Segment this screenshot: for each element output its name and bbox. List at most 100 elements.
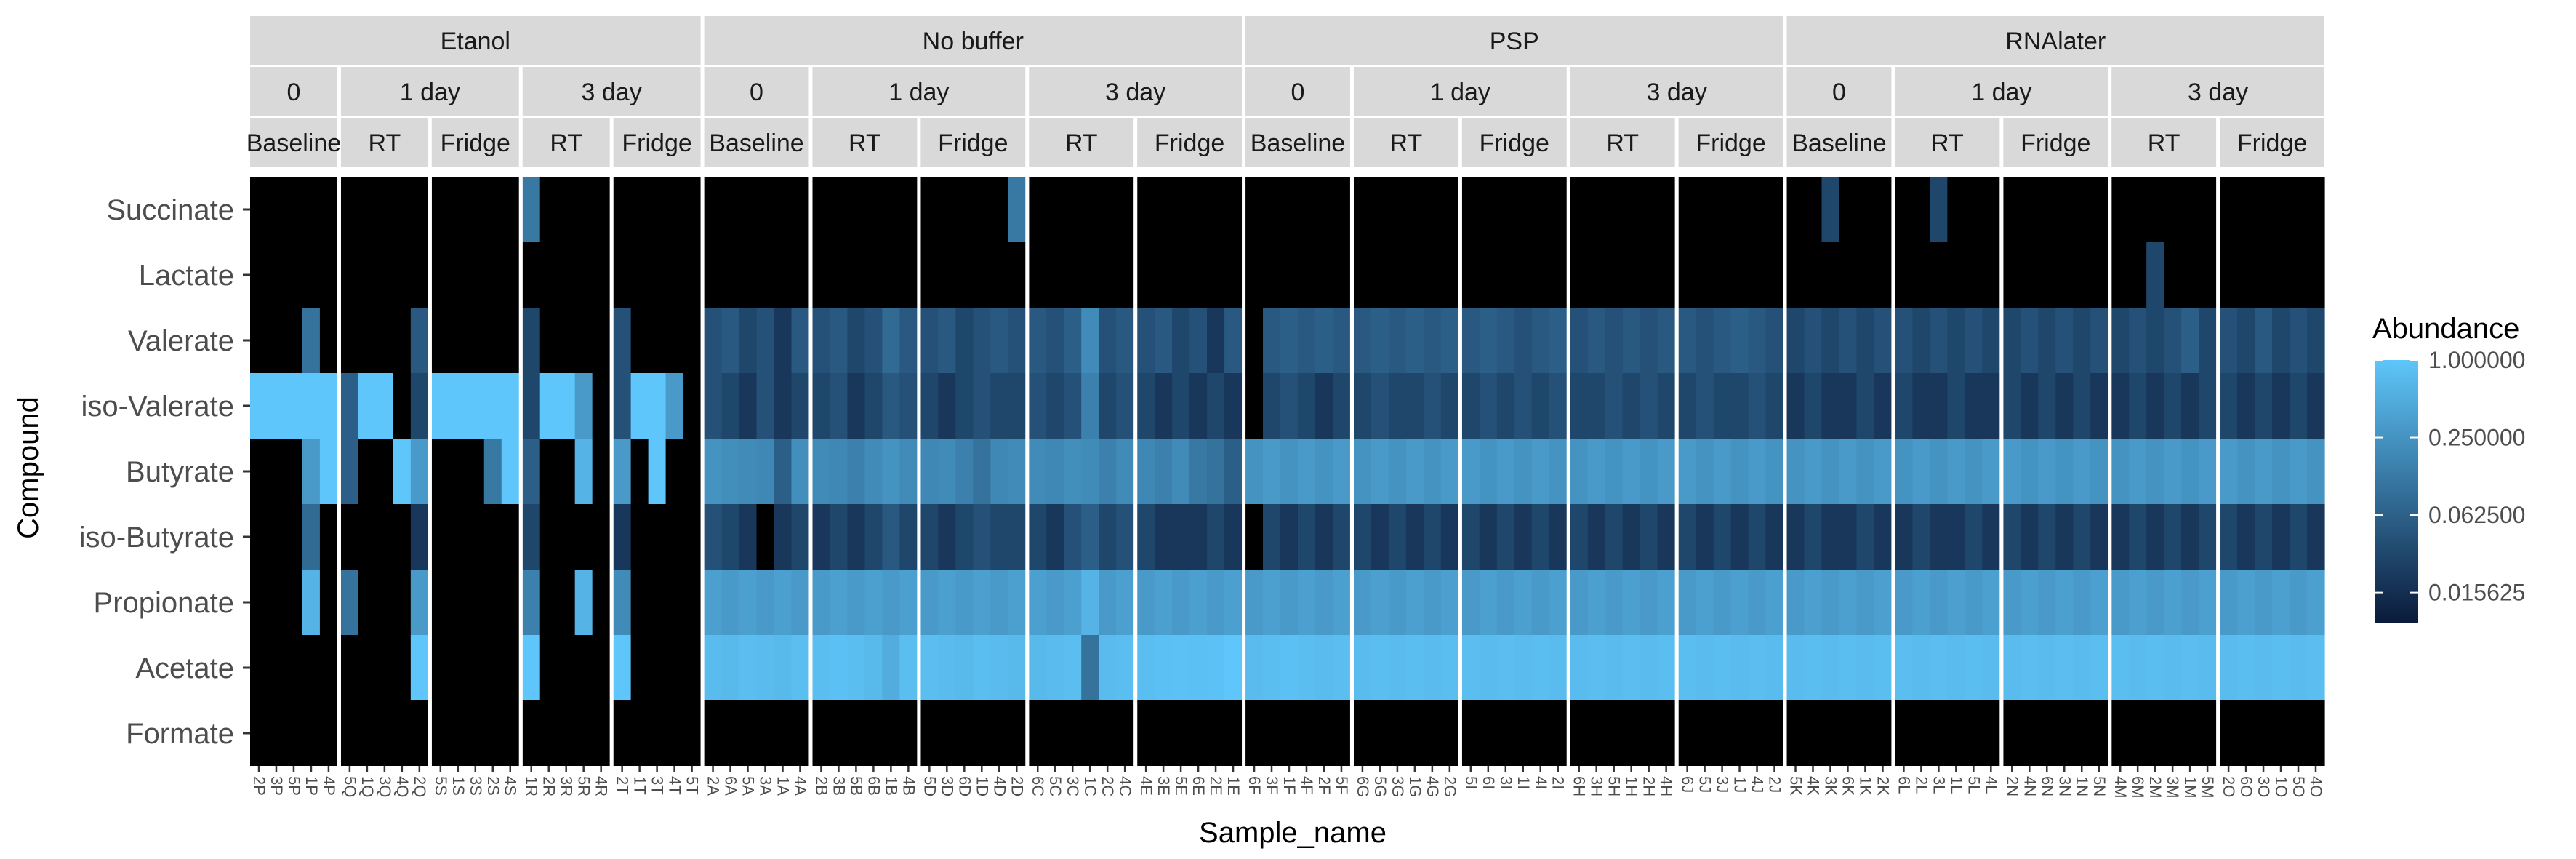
- heat-cell: [2038, 308, 2056, 373]
- heat-cell: [2038, 635, 2056, 700]
- heat-cell: [1856, 635, 1875, 700]
- heat-cell: [1423, 504, 1442, 570]
- heat-cell: [1912, 570, 1930, 635]
- heat-cell: [393, 177, 412, 242]
- x-tick-label: 2C: [1099, 776, 1117, 796]
- heat-cell: [1678, 570, 1697, 635]
- heat-cell: [1640, 570, 1658, 635]
- heat-cell: [2055, 308, 2074, 373]
- heat-cell: [2255, 700, 2273, 766]
- heat-cell: [358, 570, 377, 635]
- heat-cell: [1405, 242, 1424, 308]
- heat-cell: [899, 177, 918, 242]
- strip-buffer-label: PSP: [1490, 28, 1539, 55]
- heat-cell: [756, 177, 775, 242]
- heat-cell: [1605, 635, 1624, 700]
- panel-divider: [1025, 177, 1030, 766]
- heat-cell: [1461, 177, 1480, 242]
- panel-divider: [1891, 177, 1895, 766]
- facet-strips: Etanol No buffer PSP RNAlater 0 1 day 3 day 0 1 …: [246, 16, 2324, 167]
- heat-cell: [1405, 700, 1424, 766]
- heat-cell: [1064, 635, 1082, 700]
- heat-cell: [1748, 308, 1767, 373]
- heat-cell: [1678, 242, 1697, 308]
- heat-cell: [864, 570, 883, 635]
- heat-cell: [812, 439, 831, 504]
- heat-cell: [1224, 439, 1243, 504]
- heat-cell: [1245, 242, 1264, 308]
- facet-dividers: [337, 177, 2220, 766]
- x-tick-label: 4B: [899, 776, 918, 796]
- x-tick-label: 4S: [502, 776, 520, 796]
- x-tick-label: 5Q: [341, 776, 359, 797]
- x-tick-label: 3R: [558, 776, 576, 796]
- heat-cell: [522, 242, 541, 308]
- heat-cell: [2146, 308, 2164, 373]
- panel-divider: [1999, 177, 2004, 766]
- heat-cell: [1821, 373, 1840, 439]
- heat-cell: [1315, 242, 1333, 308]
- heat-cell: [1046, 570, 1064, 635]
- heat-cell: [739, 177, 758, 242]
- heat-cell: [1046, 308, 1064, 373]
- heat-cell: [2021, 635, 2039, 700]
- heat-cell: [1332, 242, 1351, 308]
- heat-cell: [1315, 635, 1333, 700]
- heat-cell: [1804, 570, 1823, 635]
- legend-break-label: 0.062500: [2428, 502, 2525, 528]
- heat-cell: [920, 635, 939, 700]
- strip-time-label: 1 day: [400, 79, 460, 106]
- heat-cell: [2129, 242, 2147, 308]
- x-tick-label: 3F: [1263, 776, 1281, 795]
- heat-cell: [1245, 177, 1264, 242]
- strip-time-label: 1 day: [1430, 79, 1490, 106]
- heat-cell: [791, 373, 810, 439]
- x-tick-label: 4J: [1749, 776, 1767, 793]
- heat-cell: [1748, 439, 1767, 504]
- heat-cell: [2307, 700, 2325, 766]
- heat-cell: [1874, 570, 1893, 635]
- x-tick-label: 1A: [774, 776, 793, 796]
- heat-cell: [1315, 700, 1333, 766]
- heat-cell: [2003, 373, 2021, 439]
- strip-time-6: [1245, 67, 1350, 116]
- strip-time-label: 0: [1291, 79, 1305, 106]
- heat-cell: [739, 570, 758, 635]
- heat-cell: [2146, 700, 2164, 766]
- heat-cell: [1189, 504, 1208, 570]
- heat-cell: [2307, 308, 2325, 373]
- heat-cell: [882, 308, 900, 373]
- heat-cell: [1172, 373, 1190, 439]
- heat-cell: [1099, 439, 1117, 504]
- heat-cell: [973, 504, 991, 570]
- heat-cell: [2181, 308, 2199, 373]
- x-tick-label: 6L: [1895, 776, 1913, 794]
- heat-cell: [2146, 570, 2164, 635]
- heat-cell: [665, 439, 684, 504]
- heat-cell: [1804, 308, 1823, 373]
- heat-cell: [1730, 504, 1749, 570]
- heat-cell: [1657, 504, 1676, 570]
- heat-cell: [557, 308, 576, 373]
- x-tick-label: 5K: [1787, 776, 1805, 796]
- panel-divider: [808, 177, 813, 766]
- heat-cell: [1804, 242, 1823, 308]
- heat-cell: [899, 308, 918, 373]
- heat-cell: [1605, 308, 1624, 373]
- heat-cell: [1496, 177, 1515, 242]
- heat-cell: [1029, 439, 1047, 504]
- strip-condition-2: [431, 118, 519, 167]
- heat-cell: [302, 308, 321, 373]
- heat-cell: [267, 373, 286, 439]
- heat-cell: [830, 177, 848, 242]
- strip-condition-label: RT: [848, 129, 881, 157]
- heat-cell: [483, 504, 502, 570]
- strip-buffer-1: [704, 16, 1243, 65]
- heat-cell: [1657, 439, 1676, 504]
- heat-cell: [2003, 700, 2021, 766]
- heat-cell: [1765, 635, 1784, 700]
- heat-cell: [1207, 700, 1225, 766]
- heat-cell: [739, 439, 758, 504]
- heat-cell: [250, 373, 268, 439]
